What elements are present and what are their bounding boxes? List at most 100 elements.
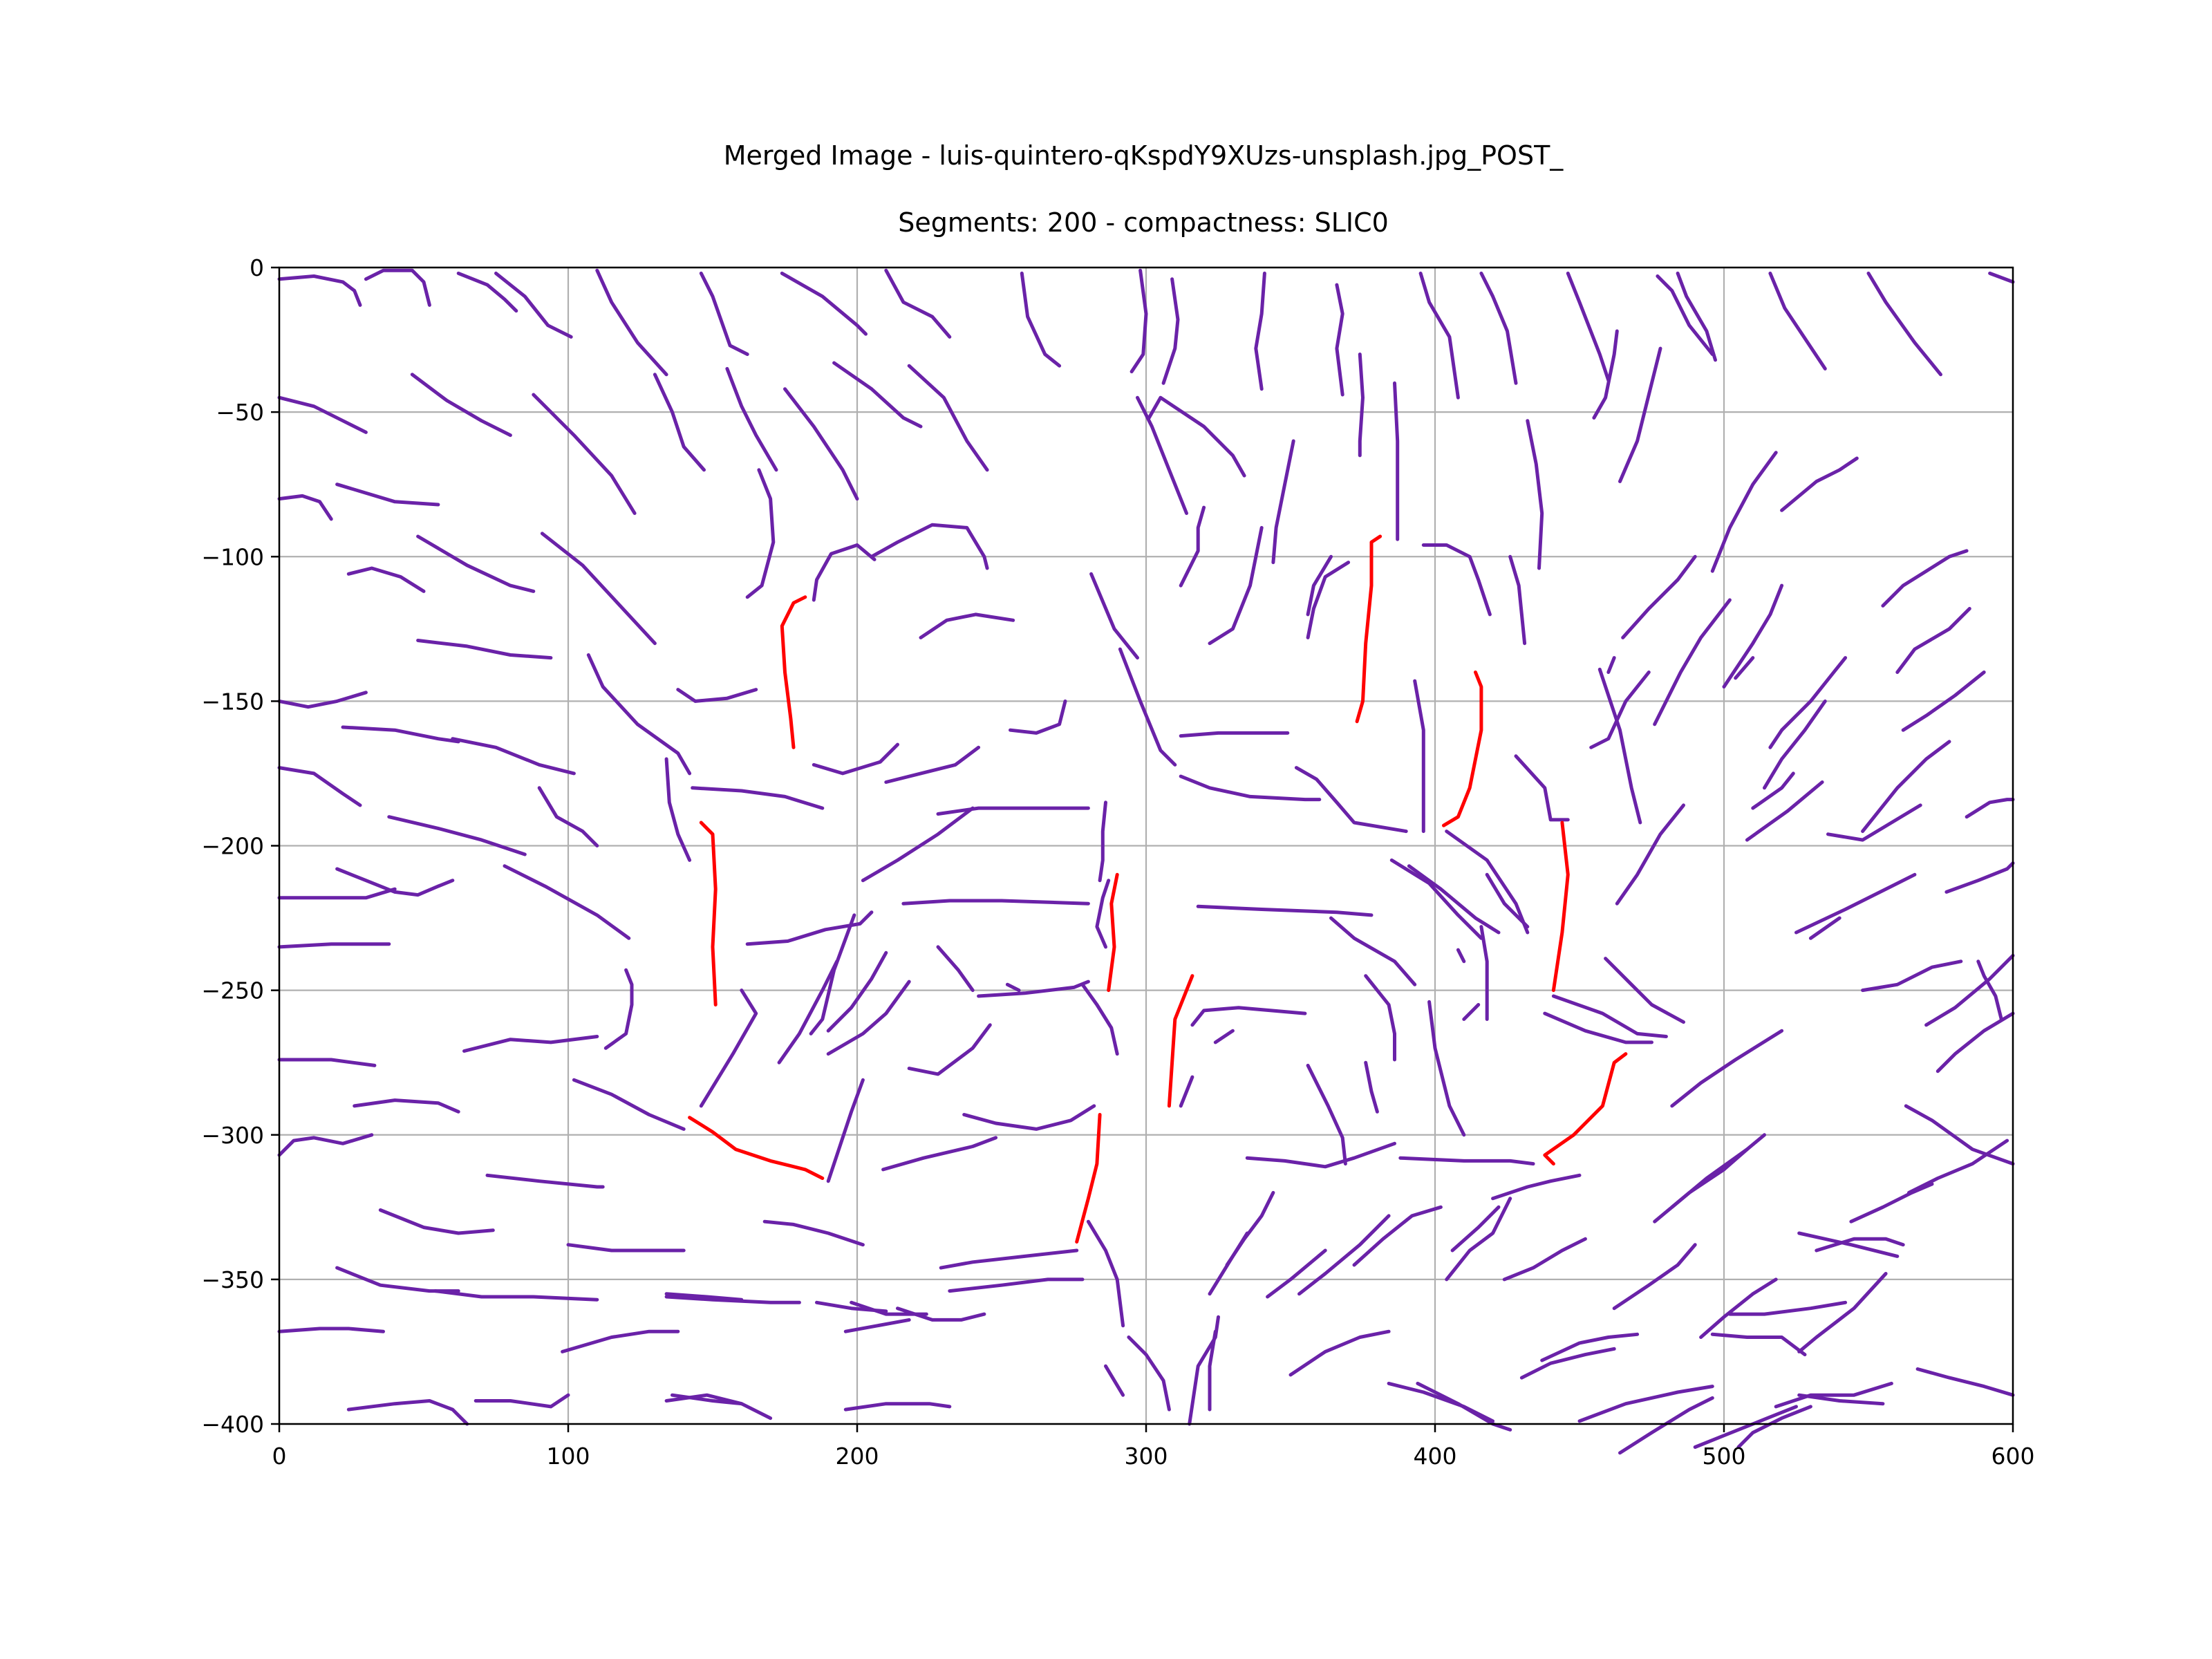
purple-stroke-segment — [277, 1133, 374, 1157]
purple-stroke-segment — [1456, 948, 1466, 964]
x-tick-label: 500 — [1703, 1443, 1746, 1470]
purple-stroke-segment — [1768, 271, 1827, 371]
purple-stroke-segment — [1288, 1329, 1391, 1377]
purple-stroke-segment — [1604, 957, 1685, 1024]
purple-stroke-segment — [1364, 1060, 1379, 1114]
purple-stroke-segment — [1389, 858, 1483, 940]
purple-stroke-segment — [1413, 679, 1425, 834]
purple-stroke-segment — [1009, 699, 1067, 735]
purple-stroke-segment — [540, 532, 657, 646]
purple-stroke-segment — [664, 1292, 744, 1302]
purple-stroke-segment — [1393, 381, 1400, 541]
purple-stroke-segment — [1297, 1214, 1391, 1296]
purple-stroke-segment — [1190, 1006, 1307, 1027]
purple-stroke-segment — [936, 806, 1090, 816]
purple-stroke-segment — [884, 268, 952, 339]
purple-stroke-segment — [1179, 774, 1322, 802]
purple-stroke-segment — [691, 786, 825, 810]
tick-layer: 0 100 200 300 400 500 600 0 −50 −100 −150 −200 −250 −… — [201, 254, 2034, 1470]
purple-stroke-segment — [1479, 271, 1518, 385]
purple-stroke-segment — [346, 566, 426, 593]
purple-stroke-segment — [1826, 803, 1922, 842]
purple-stroke-segment — [676, 688, 758, 703]
purple-stroke-segment — [1866, 271, 1942, 377]
purple-stroke-segment — [1797, 1272, 1888, 1353]
purple-stroke-segment — [1907, 1138, 2009, 1194]
purple-stroke-segment — [1653, 1147, 1749, 1224]
purple-stroke-segment — [1416, 1381, 1512, 1432]
purple-stroke-segment — [826, 1078, 865, 1183]
red-stroke-segment — [780, 595, 807, 749]
purple-stroke-segment — [699, 271, 749, 356]
purple-stroke-segment — [335, 482, 440, 507]
y-tick-label: −100 — [201, 543, 264, 570]
purple-stroke-segment — [1398, 1156, 1535, 1166]
purple-stroke-segment — [566, 1243, 686, 1253]
purple-stroke-segment — [861, 806, 975, 883]
y-tick-label: −300 — [201, 1122, 264, 1149]
purple-stroke-segment — [1924, 953, 2015, 1027]
purple-stroke-segment — [1445, 830, 1530, 935]
purple-stroke-segment — [1751, 771, 1795, 810]
purple-stroke-segment — [1597, 667, 1642, 825]
purple-stroke-segment — [1208, 1329, 1217, 1412]
purple-stroke-segment — [762, 1219, 865, 1247]
purple-stroke-segment — [1797, 1231, 1900, 1258]
purple-stroke-segment — [586, 653, 692, 776]
purple-stroke-segment — [1965, 798, 2015, 819]
y-tick-label: 0 — [250, 254, 264, 281]
purple-stroke-segment — [745, 468, 776, 599]
purple-stroke-segment — [1098, 800, 1107, 883]
purple-stroke-segment — [364, 268, 431, 307]
purple-stroke-segment — [1136, 395, 1188, 515]
purple-stroke-segment — [780, 271, 868, 336]
purple-stroke-segment — [1462, 1003, 1481, 1021]
purple-stroke-segment — [1693, 1405, 1798, 1449]
purple-stroke-segment — [1815, 1237, 1905, 1253]
purple-stroke-segment — [1780, 456, 1859, 512]
purple-stroke-segment — [1352, 1205, 1443, 1267]
purple-stroke-segment — [777, 959, 839, 1065]
purple-stroke-segment — [1188, 1315, 1220, 1426]
purple-stroke-segment — [1208, 525, 1264, 646]
series-group — [688, 534, 1628, 1244]
purple-stroke-segment — [1421, 543, 1492, 617]
purple-stroke-segment — [1196, 904, 1374, 917]
purple-stroke-segment — [277, 942, 391, 949]
chart-title-line-2: Segments: 200 - compactness: SLIC0 — [898, 207, 1389, 238]
purple-stroke-segment — [474, 1393, 570, 1409]
purple-stroke-segment — [1577, 1385, 1714, 1423]
purple-stroke-segment — [1670, 1029, 1784, 1108]
purple-stroke-segment — [745, 910, 874, 946]
purple-stroke-segment — [699, 988, 758, 1108]
chart-title-line-1: Merged Image - luis-quintero-qKspdY9XUzs… — [724, 140, 1564, 171]
purple-stroke-segment — [572, 1078, 686, 1131]
purple-stroke-segment — [850, 1300, 928, 1316]
purple-stroke-segment — [1005, 982, 1021, 993]
purple-stroke-segment — [1944, 861, 2015, 894]
purple-stroke-segment — [884, 745, 981, 784]
y-tick-label: −350 — [201, 1266, 264, 1293]
purple-stroke-segment — [1418, 271, 1460, 400]
y-tick-label: −400 — [201, 1411, 264, 1438]
purple-stroke-segment — [1901, 671, 1986, 732]
purple-stroke-segment — [1335, 283, 1344, 397]
purple-stroke-segment — [1358, 353, 1365, 458]
purple-stroke-segment — [1722, 583, 1784, 688]
purple-stroke-segment — [1653, 598, 1732, 727]
purple-stroke-segment — [1213, 1029, 1235, 1044]
purple-stroke-segment — [1130, 268, 1148, 374]
purple-stroke-segment — [725, 366, 778, 472]
purple-stroke-segment — [1774, 1381, 1893, 1409]
purple-stroke-segment — [1768, 656, 1848, 749]
purple-stroke-segment — [1306, 1063, 1347, 1166]
purple-stroke-segment — [1915, 1367, 2015, 1397]
purple-stroke-segment — [1895, 607, 1971, 674]
red-stroke-segment — [1075, 1113, 1102, 1244]
red-stroke-segment — [688, 1116, 825, 1180]
purple-stroke-segment — [1615, 803, 1685, 906]
purple-stroke-segment — [1794, 872, 1917, 935]
purple-stroke-segment — [532, 393, 637, 515]
purple-stroke-segment — [277, 1058, 377, 1067]
purple-stroke-segment — [1306, 554, 1333, 617]
